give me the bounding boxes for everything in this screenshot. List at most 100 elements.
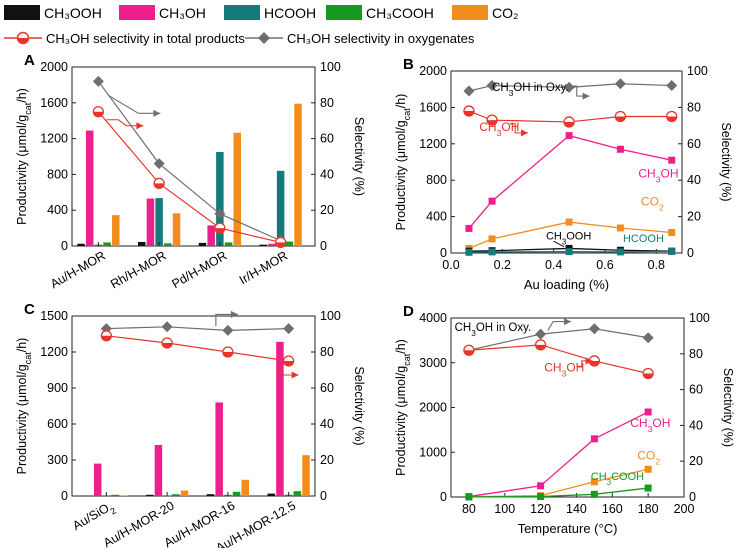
label-d-ch3oh: CH3OH — [630, 416, 670, 434]
bar-ch3ooh — [137, 241, 146, 246]
legend-marker-sel-oxy — [258, 32, 270, 44]
y-tick-label: 2000 — [40, 60, 68, 74]
legend-label-sel-oxy: CH₃OH selectivity in oxygenates — [287, 31, 475, 46]
x-tick-label: 80 — [462, 502, 476, 516]
sel-oxy-marker — [161, 321, 173, 333]
bar-ch3cooh — [172, 494, 180, 496]
bar-ch3cooh — [164, 243, 172, 246]
bar-ch3ooh — [77, 243, 85, 246]
series-marker-ch3oh — [644, 408, 652, 416]
panel-letter: B — [403, 56, 414, 73]
series-marker-ch3oh — [488, 197, 496, 205]
bar-ch3ooh — [267, 493, 275, 496]
label-d-ch3cooh: CH3COOH — [591, 471, 644, 487]
x-tick-label: 0.8 — [648, 258, 665, 272]
legend-swatch-ch3ooh — [4, 5, 40, 20]
y-tick-label: 900 — [47, 381, 68, 395]
y2-tick-label: 20 — [689, 454, 703, 468]
y-tick-label: 1600 — [419, 100, 447, 114]
series-line-ch3oh — [468, 411, 649, 498]
panel-letter: D — [403, 303, 414, 320]
bar-ch3oh — [268, 243, 276, 246]
bar-ch3ooh — [198, 242, 207, 246]
sel-oxy-marker — [486, 80, 498, 92]
panel-d: D 0 1000 2000 3000 4000 0 20 40 60 80 100 Productivi… — [394, 303, 735, 536]
sel-oxy-marker — [283, 323, 295, 335]
label-ch3ooh: CH3OOH — [546, 230, 591, 246]
bar-ch3cooh — [285, 241, 294, 246]
bar-hcooh — [155, 198, 163, 246]
bar-ch3cooh — [111, 494, 119, 496]
series-marker-co2 — [590, 478, 598, 486]
series-marker-hcooh — [465, 248, 473, 256]
legend-label-ch3oh: CH₃OH — [159, 5, 206, 21]
y2-tick-label: 20 — [320, 203, 334, 217]
bar-ch3oh — [276, 341, 284, 496]
label-d-co2: CO2 — [637, 448, 660, 466]
sel-oxy-marker — [563, 81, 575, 93]
x-tick-label: 0.4 — [545, 258, 562, 272]
sel-total-marker-fill — [275, 242, 286, 248]
y-tick-label: 800 — [426, 173, 447, 187]
bar-ch3oh — [154, 445, 163, 496]
bar-ch3ooh — [145, 494, 154, 496]
label-hcooh: HCOOH — [623, 233, 664, 245]
series-marker-co2 — [668, 229, 676, 237]
y-tick-label: 2000 — [419, 64, 447, 78]
series-marker-ch3cooh — [644, 484, 652, 492]
y2-tick-label: 100 — [320, 60, 341, 74]
y2-tick-label: 40 — [320, 417, 334, 431]
label-d-sel-total: CH3OH — [544, 361, 584, 379]
x-tick-label: 140 — [566, 502, 587, 516]
y2-tick-label: 60 — [689, 383, 703, 397]
panel-b: B 0 400 800 1200 1600 2000 0 20 40 60 80 100 Producti… — [394, 56, 733, 292]
bar-co2 — [112, 215, 120, 246]
y2-tick-label: 40 — [687, 173, 701, 187]
bar-co2 — [120, 495, 128, 496]
y2-tick-label: 80 — [320, 96, 334, 110]
y2-tick-label: 80 — [320, 345, 334, 359]
series-marker-hcooh — [668, 247, 676, 255]
x-tick-label: 160 — [602, 502, 623, 516]
y-tick-label: 2000 — [419, 401, 447, 415]
bar-ch3ooh — [259, 244, 267, 246]
sel-total-marker-fill — [93, 111, 104, 117]
y2-tick-label: 100 — [687, 64, 708, 78]
series-marker-co2 — [565, 218, 573, 226]
bar-ch3oh — [215, 402, 223, 496]
y2-axis-label: Selectivity (%) — [721, 368, 735, 447]
bar-ch3oh — [85, 130, 94, 246]
bar-co2 — [241, 479, 250, 496]
x-tick-label: Pd/H-MOR — [169, 248, 229, 291]
series-marker-co2 — [644, 465, 652, 473]
arrow-c-total-head — [291, 371, 299, 379]
y2-tick-label: 60 — [687, 137, 701, 151]
series-marker-ch3oh — [616, 145, 624, 153]
series-line-ch3oh — [468, 134, 672, 229]
series-marker-ch3oh — [565, 132, 573, 140]
label-co2: CO2 — [641, 195, 664, 213]
bar-ch3ooh — [206, 494, 215, 496]
y2-axis-label: Selectivity (%) — [719, 122, 733, 201]
sel-total-marker-fill — [283, 361, 294, 367]
sel-total-marker-fill — [615, 116, 626, 122]
sel-oxy-marker — [588, 323, 600, 335]
plot-frame — [450, 70, 683, 254]
x-tick-label: Rh/H-MOR — [108, 248, 169, 291]
pointer-ch3ooh — [553, 240, 565, 248]
y2-tick-label: 20 — [687, 210, 701, 224]
sel-oxy-marker — [642, 332, 654, 344]
y-tick-label: 0 — [61, 489, 68, 503]
x-tick-label: 0.6 — [596, 258, 613, 272]
y-tick-label: 1000 — [419, 445, 447, 459]
y-tick-label: 1500 — [40, 309, 68, 323]
y2-tick-label: 60 — [320, 132, 334, 146]
y2-tick-label: 100 — [320, 309, 341, 323]
arrow-sel-oxy-head — [153, 109, 161, 117]
arrow-b-total-head — [521, 129, 528, 137]
x-tick-label: 120 — [530, 502, 551, 516]
y-tick-label: 1200 — [40, 345, 68, 359]
y-axis-label: Productivity (μmol/gcat/h) — [394, 94, 412, 231]
legend-label-sel-total: CH₃OH selectivity in total products — [46, 31, 245, 46]
arrow-c-oxy-head — [230, 310, 238, 318]
